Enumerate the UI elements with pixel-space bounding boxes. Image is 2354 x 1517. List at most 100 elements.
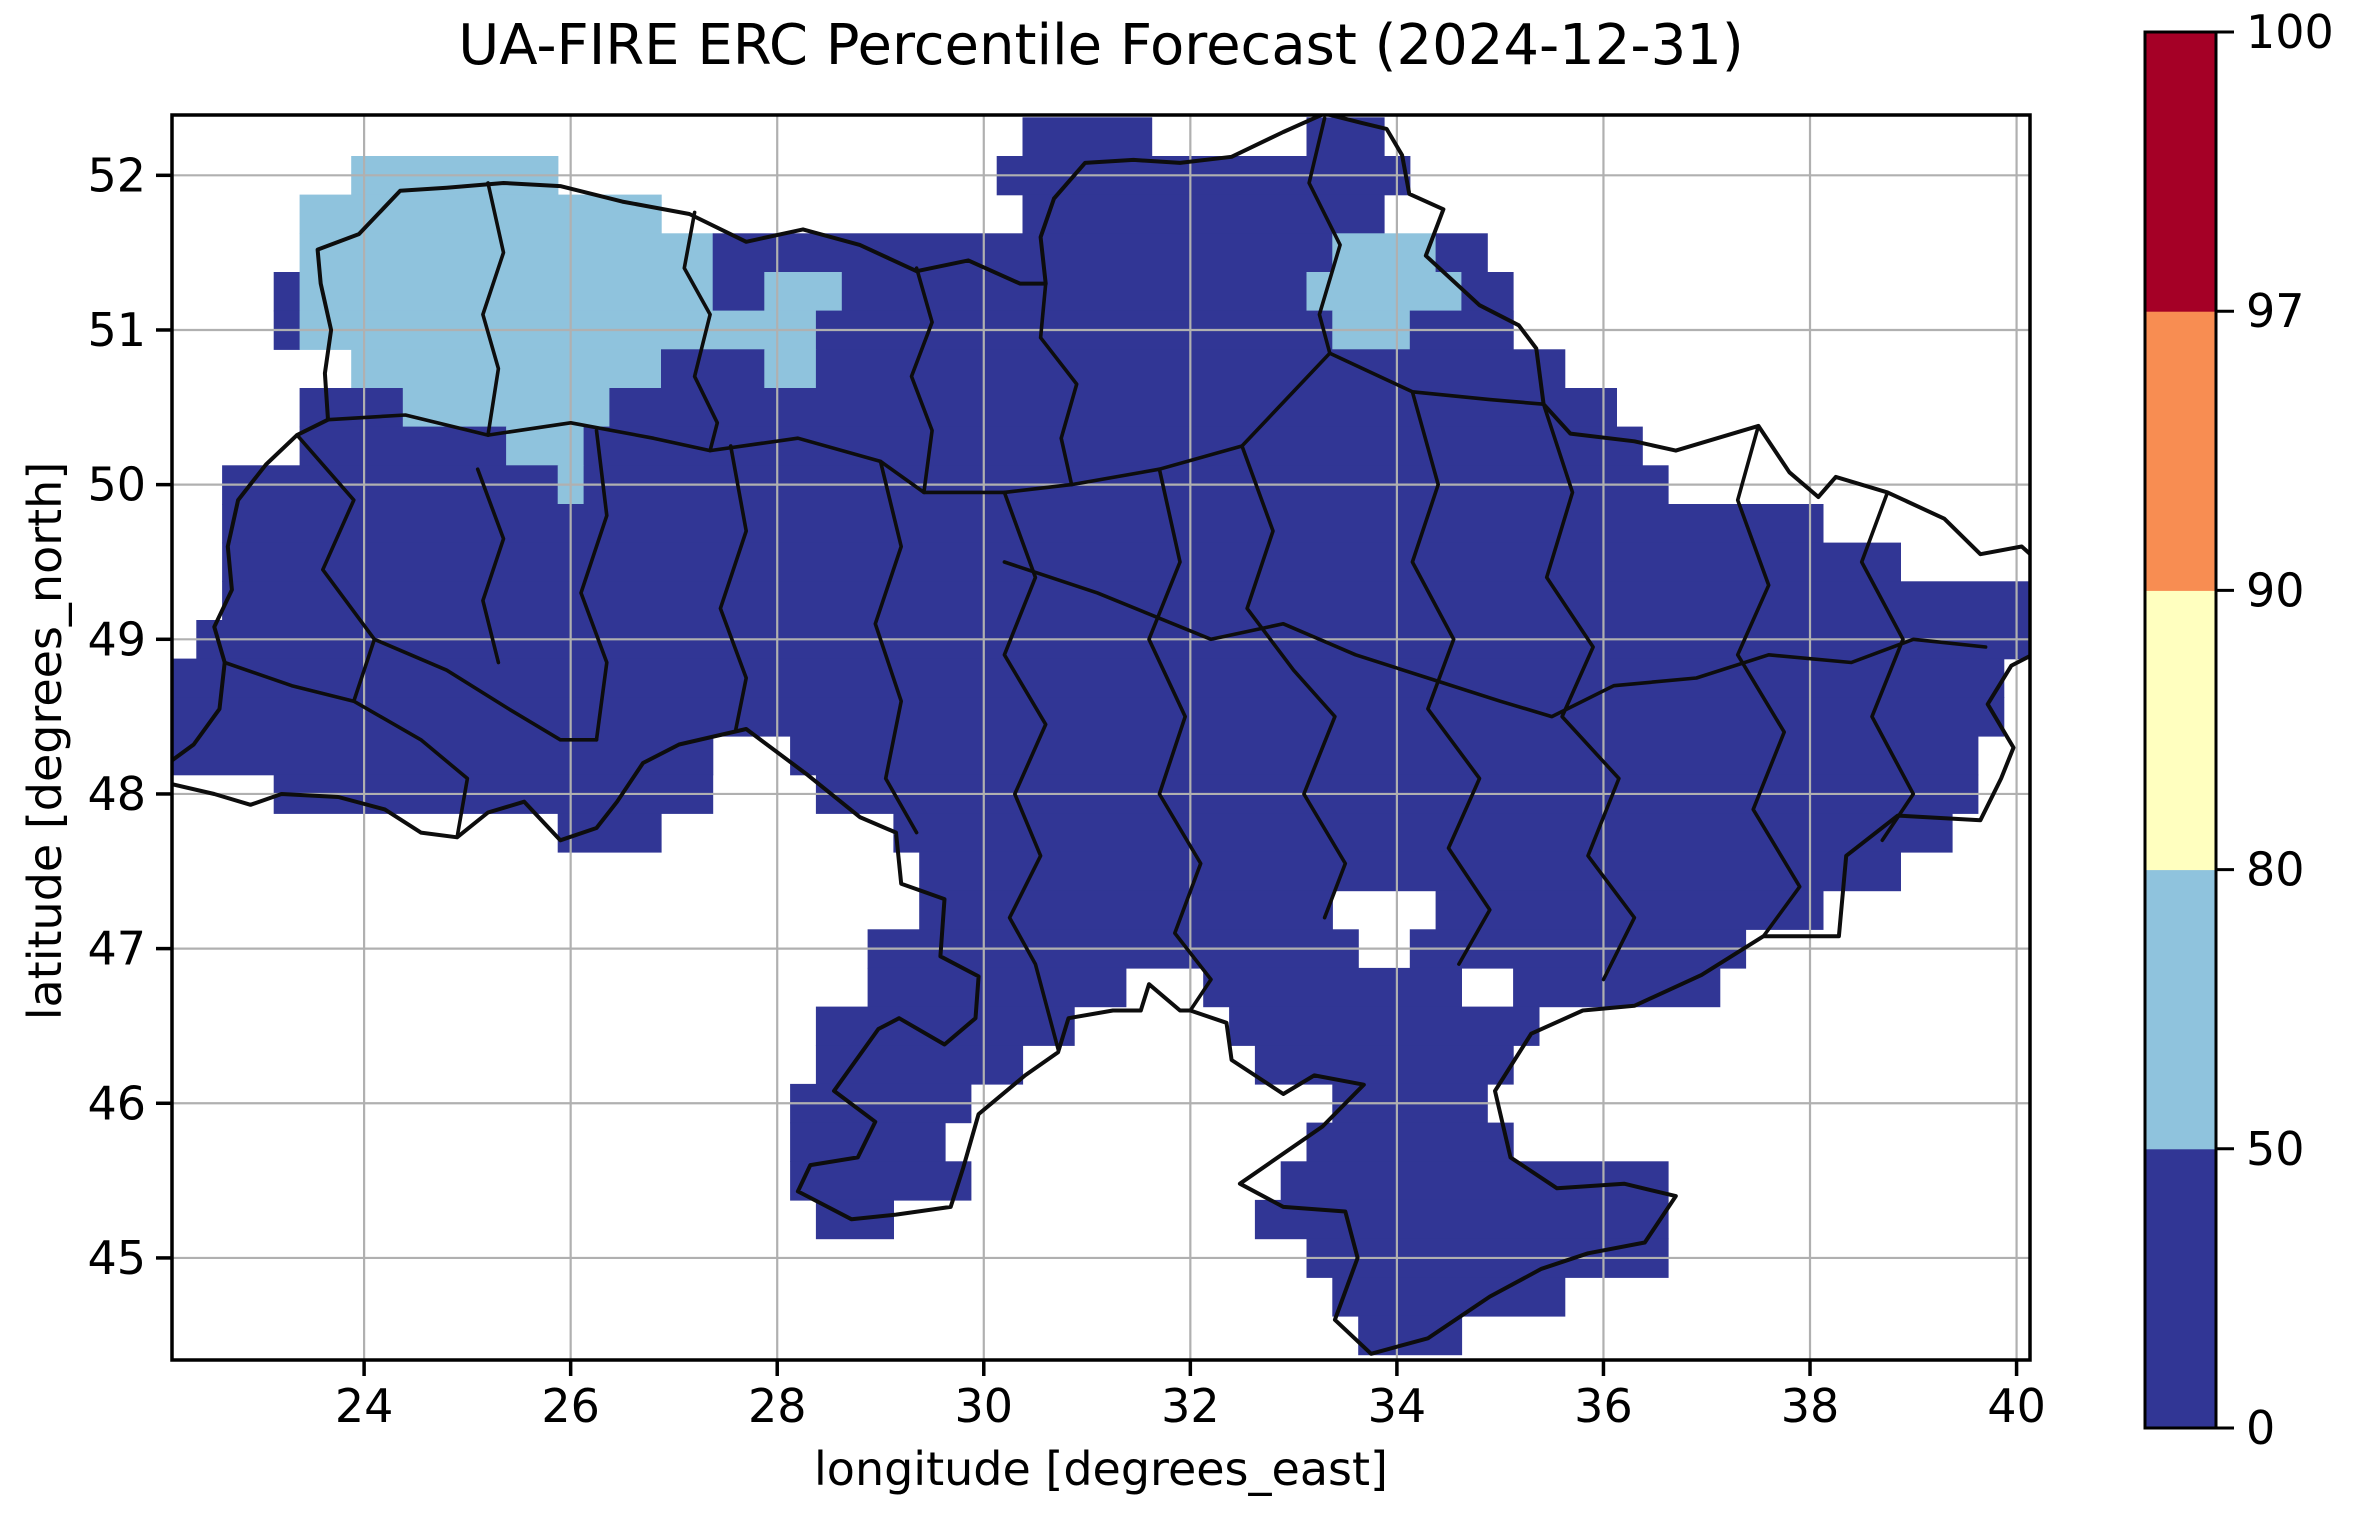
colorbar-frame <box>2143 30 2218 1430</box>
country-border <box>172 115 2030 1356</box>
grid-cell <box>222 581 2030 621</box>
colorbar: 0 50 80 90 97 100 <box>2143 5 2334 1455</box>
grid-cell <box>299 388 404 428</box>
grid-cell <box>1306 1122 1514 1162</box>
oblast-boundary-line <box>682 210 720 453</box>
grid-cell <box>222 504 1824 544</box>
grid-cell <box>919 851 1901 892</box>
grid-cell <box>1332 233 1437 273</box>
grid-cell <box>609 388 1617 428</box>
y-tick-label: 52 <box>87 148 146 202</box>
grid-cell <box>299 272 714 312</box>
x-tick-label: 26 <box>541 1379 600 1433</box>
oblast-boundary-line <box>326 351 1546 495</box>
oblast-boundary-line <box>1240 444 1348 920</box>
grid-cell <box>299 233 714 273</box>
oblast-boundary-line <box>1541 402 1637 982</box>
oblast-boundary-line <box>718 444 748 731</box>
grid-cell <box>351 349 662 389</box>
grid-cell <box>1229 1006 1540 1046</box>
grid-cell <box>790 1161 972 1201</box>
colorbar-tick-label: 80 <box>2246 843 2305 897</box>
colorbar-tick-label: 97 <box>2246 284 2305 338</box>
grid-cell <box>172 658 2005 698</box>
grid-cell <box>1513 967 1721 1008</box>
grid-cell <box>764 272 843 312</box>
oblast-boundary-line <box>1002 560 1988 719</box>
grid-cell <box>402 388 610 428</box>
x-tick-label: 40 <box>1987 1379 2046 1433</box>
colorbar-segment <box>2145 590 2216 871</box>
colorbar-tick-label: 90 <box>2246 563 2305 617</box>
grid-cell <box>299 194 662 234</box>
grid-cell <box>1332 1277 1566 1317</box>
x-axis-label: longitude [degrees_east] <box>814 1442 1388 1496</box>
oblast-boundary-line <box>1002 490 1060 1051</box>
oblast-boundary-line <box>1735 424 1802 938</box>
grid-cell <box>790 736 1979 776</box>
map-cells <box>172 117 2030 1356</box>
x-tick-label: 36 <box>1574 1379 1633 1433</box>
grid-cell <box>815 1006 1075 1046</box>
grid-cell <box>1280 1161 1669 1201</box>
oblast-boundary-line <box>481 181 506 437</box>
grid-cell <box>1358 1315 1463 1356</box>
oblast-boundary-line <box>1147 467 1213 1013</box>
oblast-boundary-line <box>372 637 599 742</box>
oblast-boundary-line <box>579 428 609 742</box>
grid-cell <box>1254 1199 1669 1240</box>
grid-cell <box>867 967 1127 1008</box>
oblast-boundary-line <box>222 660 470 840</box>
x-tick-label: 38 <box>1781 1379 1840 1433</box>
grid-cell <box>712 233 1333 273</box>
grid-cell <box>841 272 1308 312</box>
oblast-borders <box>172 115 2030 1356</box>
grid-cell <box>299 426 507 466</box>
colorbar-tick-label: 100 <box>2246 5 2334 59</box>
colorbar-segment <box>2145 32 2216 312</box>
colorbar-segment <box>2145 311 2216 591</box>
colorbar-segment <box>2145 869 2216 1150</box>
grid-cell <box>815 1045 1024 1085</box>
colorbar-tick-label: 50 <box>2246 1122 2305 1176</box>
oblast-boundary-line <box>1038 281 1079 487</box>
oblast-boundary-line <box>1307 116 1342 355</box>
x-tick-label: 34 <box>1368 1379 1427 1433</box>
y-tick-label: 49 <box>87 612 146 666</box>
grid-cell <box>1461 272 1514 312</box>
grid-cell <box>273 272 301 312</box>
colorbar-segment <box>2145 1148 2216 1429</box>
grid-cell <box>557 813 662 853</box>
y-tick-label: 48 <box>87 767 146 821</box>
page-title: UA-FIRE ERC Percentile Forecast (2024-12… <box>458 13 1744 78</box>
oblast-boundary-line <box>1410 390 1492 966</box>
grid-cell <box>1306 272 1462 312</box>
oblast-boundary-line <box>295 433 377 703</box>
x-tick-label: 30 <box>955 1379 1014 1433</box>
grid-cell <box>583 426 1643 466</box>
oblast-boundary-line <box>873 459 919 835</box>
y-tick-label: 45 <box>87 1231 146 1285</box>
y-tick-label: 50 <box>87 458 146 512</box>
gridlines <box>172 115 2030 1360</box>
colorbar-tick-label: 0 <box>2246 1401 2275 1455</box>
plot-frame <box>170 113 2032 1362</box>
oblast-boundary-line <box>475 467 506 665</box>
x-axis-ticks: 24 26 28 30 32 34 36 38 40 <box>335 1360 2046 1433</box>
oblast-boundary-line <box>1859 490 1916 843</box>
grid-cell <box>790 1122 946 1162</box>
grid-cell <box>1203 967 1462 1008</box>
grid-cell <box>172 697 2005 737</box>
y-tick-label: 47 <box>87 922 146 976</box>
grid-cell <box>506 426 585 466</box>
grid-cell <box>919 890 1333 930</box>
grid-cell <box>893 813 1953 853</box>
y-tick-label: 51 <box>87 303 146 357</box>
grid-cell <box>764 349 817 389</box>
grid-cell <box>1435 233 1488 273</box>
y-tick-label: 46 <box>87 1076 146 1130</box>
y-axis-ticks: 52 51 50 49 48 47 46 45 <box>87 148 172 1285</box>
grid-cell <box>661 349 765 389</box>
oblast-boundary-line <box>909 266 934 495</box>
